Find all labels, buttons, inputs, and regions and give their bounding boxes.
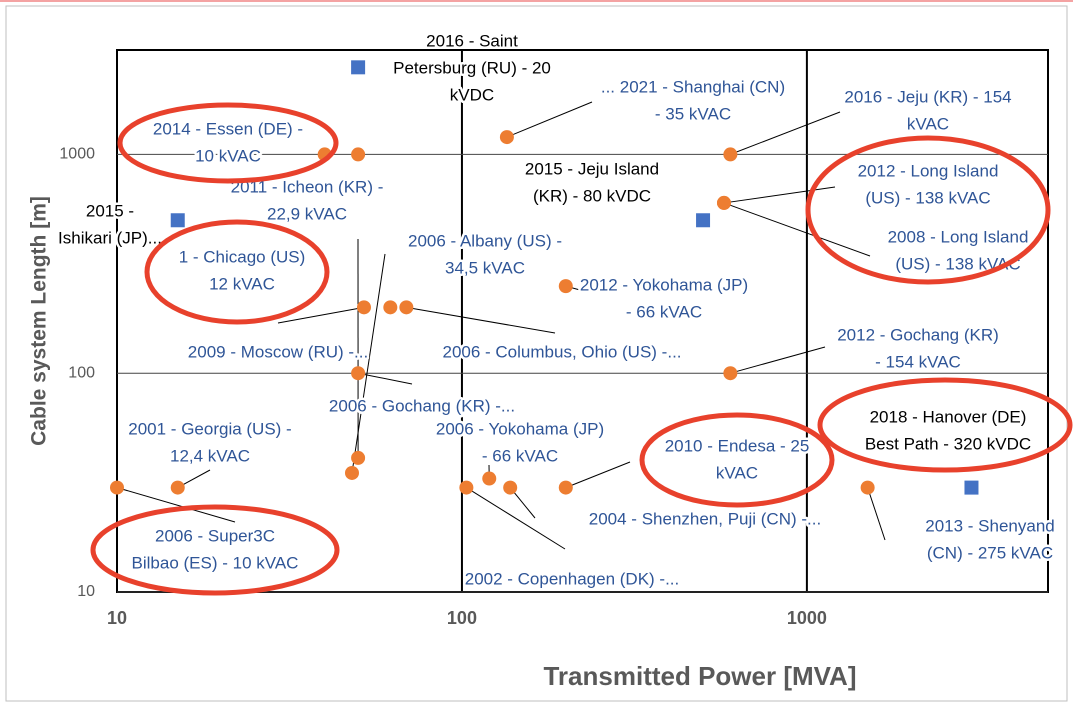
point-label: 2002 - Copenhagen (DK) -... <box>465 569 680 588</box>
point <box>399 300 414 315</box>
point-label: Bilbao (ES) - 10 kVAC <box>132 553 299 572</box>
point <box>723 366 738 381</box>
point-label: 1 - Chicago (US) <box>179 247 306 266</box>
point-label: 2006 - Yokohama (JP) <box>436 419 604 438</box>
point <box>351 147 366 162</box>
point <box>964 480 979 495</box>
point-label: 2009 - Moscow (RU) -... <box>188 342 368 361</box>
point <box>383 300 398 315</box>
point-label: Best Path - 320 kVDC <box>865 434 1031 453</box>
point <box>110 480 124 495</box>
leader-line <box>506 101 593 138</box>
point-label: 2004 - Shenzhen, Puji (CN) -... <box>589 509 821 528</box>
point <box>860 480 875 495</box>
point-label: 12 kVAC <box>209 274 275 293</box>
point-label: Ishikari (JP)... <box>58 228 162 247</box>
y-axis-label: Cable system Length [m] <box>28 196 51 446</box>
leader-line <box>867 487 886 541</box>
point-label: 2006 - Gochang (KR) -... <box>329 396 515 415</box>
point <box>351 60 366 75</box>
point <box>344 465 359 480</box>
point <box>723 147 738 162</box>
y-tick-label: 100 <box>68 364 95 381</box>
leader-line <box>730 111 841 155</box>
x-axis-label: Transmitted Power [MVA] <box>543 661 856 691</box>
highlight <box>90 504 340 596</box>
point-label: (US) - 138 kVAC <box>895 254 1020 273</box>
leader-line <box>723 186 836 204</box>
point-label: kVAC <box>907 114 949 133</box>
point <box>482 471 497 486</box>
labels: 2006 - Super3C Bilbao (ES) - 10 kVAC 2001 … <box>56 29 1058 591</box>
highlight <box>817 377 1073 473</box>
point-label: 34,5 kVAC <box>445 258 525 277</box>
point-label: 2012 - Yokohama (JP) <box>580 275 748 294</box>
point <box>170 213 185 228</box>
point <box>356 300 371 315</box>
highlights <box>90 102 1073 596</box>
point-label: 2012 - Gochang (KR) <box>837 325 999 344</box>
point <box>558 480 573 495</box>
y-tick-label: 10 <box>77 583 95 600</box>
leader-line <box>406 306 556 334</box>
point <box>351 450 366 465</box>
leader-line <box>730 346 826 374</box>
point-label: kVDC <box>450 85 494 104</box>
point-label: 22,9 kVAC <box>267 204 347 223</box>
point <box>558 279 573 294</box>
point <box>459 480 474 495</box>
highlight <box>805 135 1051 285</box>
point-label: (US) - 138 kVAC <box>865 188 990 207</box>
point-label: 2006 - Columbus, Ohio (US) -... <box>442 342 681 361</box>
x-tick-label: 10 <box>107 608 127 628</box>
point <box>351 366 366 381</box>
point-label: - 154 kVAC <box>875 352 961 371</box>
highlight <box>639 412 835 508</box>
point-label: 2018 - Hanover (DE) <box>870 407 1027 426</box>
point-label: 2006 - Albany (US) - <box>408 231 562 250</box>
marks <box>110 60 979 495</box>
point-label: 2015 - <box>86 201 134 220</box>
grid: 10 100 1000 10 100 1000 <box>59 49 1049 628</box>
point-label: - 66 kVAC <box>626 302 702 321</box>
point-label: 2001 - Georgia (US) - <box>128 419 291 438</box>
point-label: 2015 - Jeju Island <box>525 159 659 178</box>
leader-line <box>466 487 566 550</box>
point-label: 2012 - Long Island <box>858 161 999 180</box>
x-tick-label: 1000 <box>787 608 827 628</box>
point-label: 2014 - Essen (DE) - <box>153 119 303 138</box>
point-label: 12,4 kVAC <box>170 446 250 465</box>
point-label: 2016 - Jeju (KR) - 154 <box>844 87 1011 106</box>
point-label: - 35 kVAC <box>655 104 731 123</box>
leader-line <box>565 461 631 489</box>
highlight <box>117 102 339 184</box>
leader-line <box>351 253 386 474</box>
leader-line <box>358 372 413 385</box>
leader-line <box>723 202 871 257</box>
point-label: 2016 - Saint <box>426 31 518 50</box>
leader-line <box>116 487 236 523</box>
point <box>503 480 518 495</box>
point-label: kVAC <box>716 463 758 482</box>
x-tick-label: 100 <box>447 608 477 628</box>
point-label: 2013 - Shenyand <box>925 516 1055 535</box>
point-label: - 66 kVAC <box>482 446 558 465</box>
point <box>170 480 185 495</box>
chart-frame <box>5 5 1068 702</box>
highlight <box>144 219 330 325</box>
y-tick-label: 1000 <box>59 146 95 163</box>
point-label: 2010 - Endesa - 25 <box>665 436 810 455</box>
point <box>499 130 514 145</box>
leader-line <box>277 306 365 324</box>
point-label: ... 2021 - Shanghai (CN) <box>601 77 785 96</box>
point <box>696 213 711 228</box>
point-label: Petersburg (RU) - 20 <box>393 58 551 77</box>
point-label: (CN) - 275 kVAC <box>927 543 1053 562</box>
point-label: 10 kVAC <box>195 146 261 165</box>
point-label: (KR) - 80 kVDC <box>533 186 651 205</box>
point <box>716 195 731 210</box>
point-label: 2008 - Long Island <box>888 227 1029 246</box>
point-label: 2006 - Super3C <box>155 526 275 545</box>
